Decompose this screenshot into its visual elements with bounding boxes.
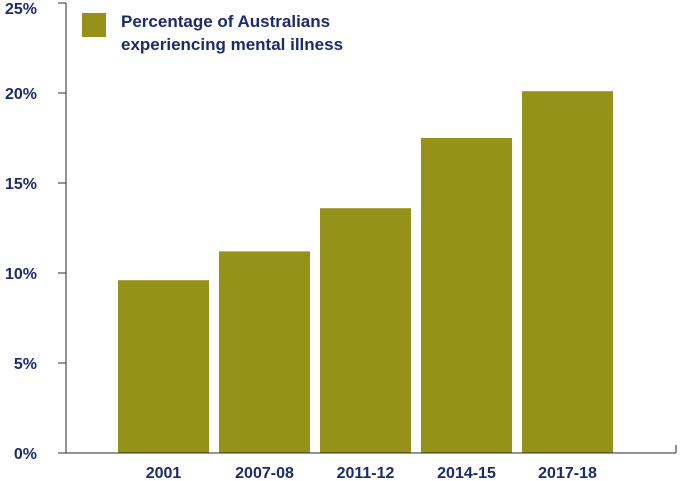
bar-2001	[118, 280, 209, 453]
y-tick-label: 20%	[5, 86, 37, 103]
x-tick-label: 2014-15	[437, 465, 496, 481]
bar-2007-08	[219, 251, 310, 453]
x-tick-label: 2007-08	[235, 465, 294, 481]
bars	[118, 91, 613, 453]
bar-2014-15	[421, 138, 512, 453]
bar-2011-12	[320, 208, 411, 453]
y-tick-label: 10%	[5, 266, 37, 283]
y-tick-label: 15%	[5, 176, 37, 193]
y-tick-label: 5%	[14, 356, 37, 373]
legend-label-line2: experiencing mental illness	[121, 35, 343, 54]
y-tick-label: 0%	[14, 446, 37, 463]
legend: Percentage of Australians experiencing m…	[82, 12, 343, 54]
legend-label-line1: Percentage of Australians	[121, 12, 330, 31]
x-tick-label: 2001	[146, 465, 182, 481]
x-tick-label: 2017-18	[538, 465, 597, 481]
y-tick-label: 25%	[5, 1, 37, 18]
legend-swatch	[82, 13, 106, 37]
x-tick-label: 2011-12	[337, 465, 395, 481]
y-axis: 0% 5% 10% 15% 20% 25%	[5, 1, 67, 463]
x-axis: 2001 2007-08 2011-12 2014-15 2017-18	[66, 445, 677, 481]
bar-2017-18	[522, 91, 613, 453]
